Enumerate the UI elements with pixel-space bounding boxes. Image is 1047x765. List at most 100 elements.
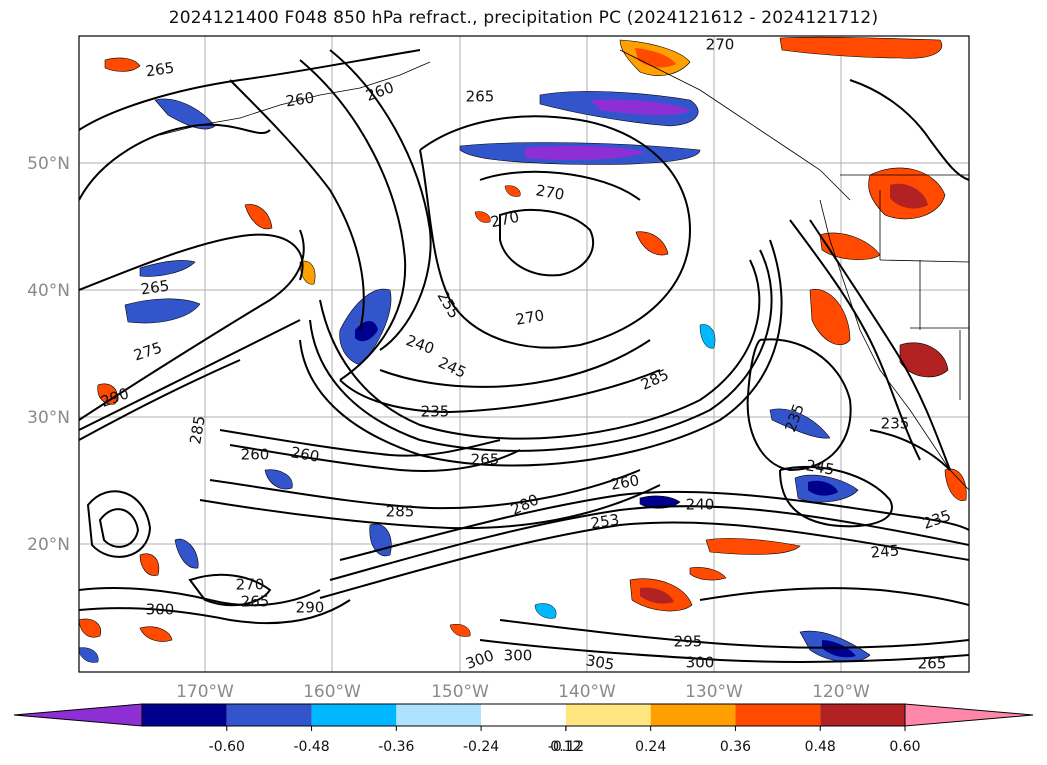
contour-line: [339, 490, 969, 561]
precip-light-negative-area: [79, 647, 99, 663]
contour-line: [86, 490, 152, 558]
contour-label: 260: [289, 443, 320, 466]
contour-line: [329, 49, 432, 351]
precip-positive-area: [689, 567, 727, 581]
contour-line: [299, 59, 407, 381]
colorbar-segment: [820, 704, 905, 726]
contour-line: [849, 79, 969, 181]
precip-negative-area: [154, 98, 216, 130]
precip-negative-area: [769, 408, 831, 439]
precip-light-negative-area: [534, 603, 557, 619]
contour-label: 235: [881, 415, 910, 433]
lon-tick-label: 150°W: [431, 682, 489, 702]
lat-tick-label: 50°N: [27, 154, 70, 174]
contour-line: [79, 229, 305, 421]
longitude-labels: 170°W 160°W 150°W 140°W 130°W 120°W: [176, 682, 870, 702]
contour-label: 305: [584, 651, 615, 674]
precip-positive-area: [244, 204, 273, 230]
contour-label: 245: [870, 541, 900, 561]
colorbar-segment: [481, 704, 566, 726]
contour-label: 265: [139, 277, 170, 299]
precip-negative-area: [264, 469, 293, 490]
contour-label: 240: [686, 496, 715, 514]
contour-label: 285: [386, 503, 415, 521]
contour-label: 265: [918, 655, 947, 673]
contour-line: [79, 359, 241, 441]
precip-positive-area: [809, 289, 851, 346]
contour-label: 300: [504, 647, 533, 665]
contour-line: [309, 249, 773, 452]
contour-label: 295: [674, 633, 703, 651]
contour-line: [779, 465, 893, 528]
contour-line: [219, 429, 501, 457]
contour-line: [789, 219, 921, 461]
contour-line: [869, 429, 951, 471]
colorbar-tick-label: 0.24: [635, 739, 666, 755]
contour-label: 285: [186, 414, 209, 445]
contour-line: [699, 587, 969, 606]
contour-line: [79, 319, 301, 431]
colorbar-tick-label: -0.48: [293, 739, 329, 755]
colorbar-segment: [311, 704, 397, 726]
precip-positive-area: [944, 468, 967, 501]
contour-line: [329, 505, 969, 581]
lon-tick-label: 170°W: [176, 682, 234, 702]
colorbar: -0.60 -0.48 -0.36 -0.24 -0.120.12 0.24 0.36 0.4…: [13, 703, 1034, 755]
colorbar-segment: [650, 704, 736, 726]
precip-strong-positive-area: [899, 342, 949, 378]
precip-strong-negative-area: [590, 99, 690, 116]
contour-line: [98, 508, 140, 548]
contour-line: [746, 338, 852, 472]
colorbar-segment: [565, 704, 651, 726]
contour-label: 265: [471, 451, 500, 469]
precip-strong-positive-area: [890, 183, 928, 209]
coastline-aleutians: [159, 61, 431, 136]
precip-positive-area: [79, 618, 102, 638]
chart-title: 2024121400 F048 850 hPa refract., precip…: [168, 8, 879, 28]
colorbar-segment: [226, 704, 312, 726]
contour-label: 270: [706, 36, 735, 54]
contour-line: [479, 639, 969, 664]
colorbar-tick-label: 0.36: [720, 739, 751, 755]
contour-line: [79, 233, 304, 291]
colorbar-segment: [735, 704, 821, 726]
colorbar-tick-label: 0.48: [805, 739, 836, 755]
precip-negative-area: [139, 260, 196, 277]
colorbar-frame: [141, 703, 906, 727]
precip-positive-area: [705, 538, 801, 555]
contour-line: [229, 79, 365, 331]
precip-positive-area: [504, 185, 521, 197]
contour-line: [299, 239, 783, 467]
border-line: [879, 259, 969, 263]
colorbar-tick-label: -0.24: [463, 739, 499, 755]
contour-label: 300: [686, 654, 715, 672]
contour-line: [188, 573, 272, 607]
contour-line: [79, 49, 421, 131]
contour-line: [209, 469, 641, 510]
contour-line: [499, 209, 595, 277]
precip-negative-area: [124, 298, 201, 324]
contour-label: 235: [421, 403, 450, 421]
contour-line: [379, 339, 651, 388]
precip-strong-negative-area: [525, 145, 645, 160]
precip-strong-negative-area: [808, 480, 838, 496]
colorbar-tick-label: -0.36: [378, 739, 414, 755]
colorbar-extend-min: [13, 703, 143, 727]
contour-label: 245: [804, 456, 835, 479]
plot-frame: [78, 35, 970, 673]
precip-positive-area: [104, 57, 141, 72]
contour-label: 253: [589, 511, 620, 533]
contour-label: 270: [534, 181, 565, 204]
colorbar-segment: [396, 704, 482, 726]
precip-positive-area: [449, 624, 471, 637]
contour-line: [319, 521, 969, 599]
contour-label: 300: [146, 601, 175, 619]
precip-positive-area: [779, 36, 943, 59]
precip-strong-positive-area: [640, 587, 674, 604]
contour-line: [499, 619, 969, 649]
contour-line: [79, 587, 321, 607]
lat-tick-label: 40°N: [27, 281, 70, 301]
latitude-labels: 50°N 40°N 30°N 20°N: [27, 154, 70, 555]
contour-line: [479, 170, 641, 201]
